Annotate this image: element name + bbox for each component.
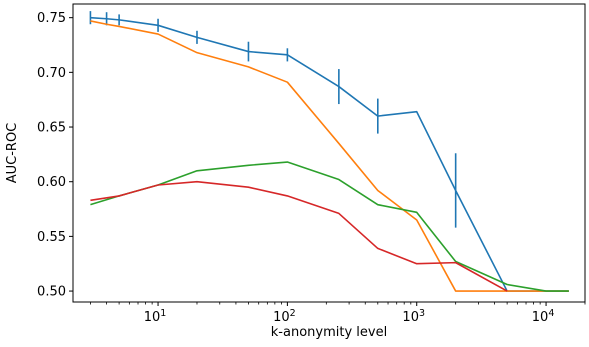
- ticks-layer: 0.50 0.55 0.60 0.65 0.70 0.75 101 102 103 104: [37, 11, 586, 325]
- y-tick-label: 0.55: [37, 230, 66, 245]
- x-tick-label: 101: [144, 308, 167, 325]
- y-tick-label: 0.50: [37, 285, 66, 300]
- series-layer: [89, 11, 569, 292]
- x-tick-label: 103: [402, 308, 425, 325]
- y-tick-label: 0.75: [37, 11, 66, 26]
- y-tick-label: 0.60: [37, 175, 66, 190]
- series-line-2: [90, 20, 569, 292]
- series-line-1: [90, 16, 569, 292]
- x-tick-label: 102: [273, 308, 296, 325]
- plot-frame: [72, 3, 586, 303]
- y-tick-label: 0.70: [37, 66, 66, 81]
- plot-area: [73, 4, 585, 302]
- x-axis-label: k-anonymity level: [271, 325, 387, 340]
- y-axis-label: AUC-ROC: [5, 123, 20, 184]
- series-line-4: [90, 180, 508, 292]
- y-tick-label: 0.65: [37, 121, 66, 136]
- x-tick-label: 104: [532, 308, 555, 325]
